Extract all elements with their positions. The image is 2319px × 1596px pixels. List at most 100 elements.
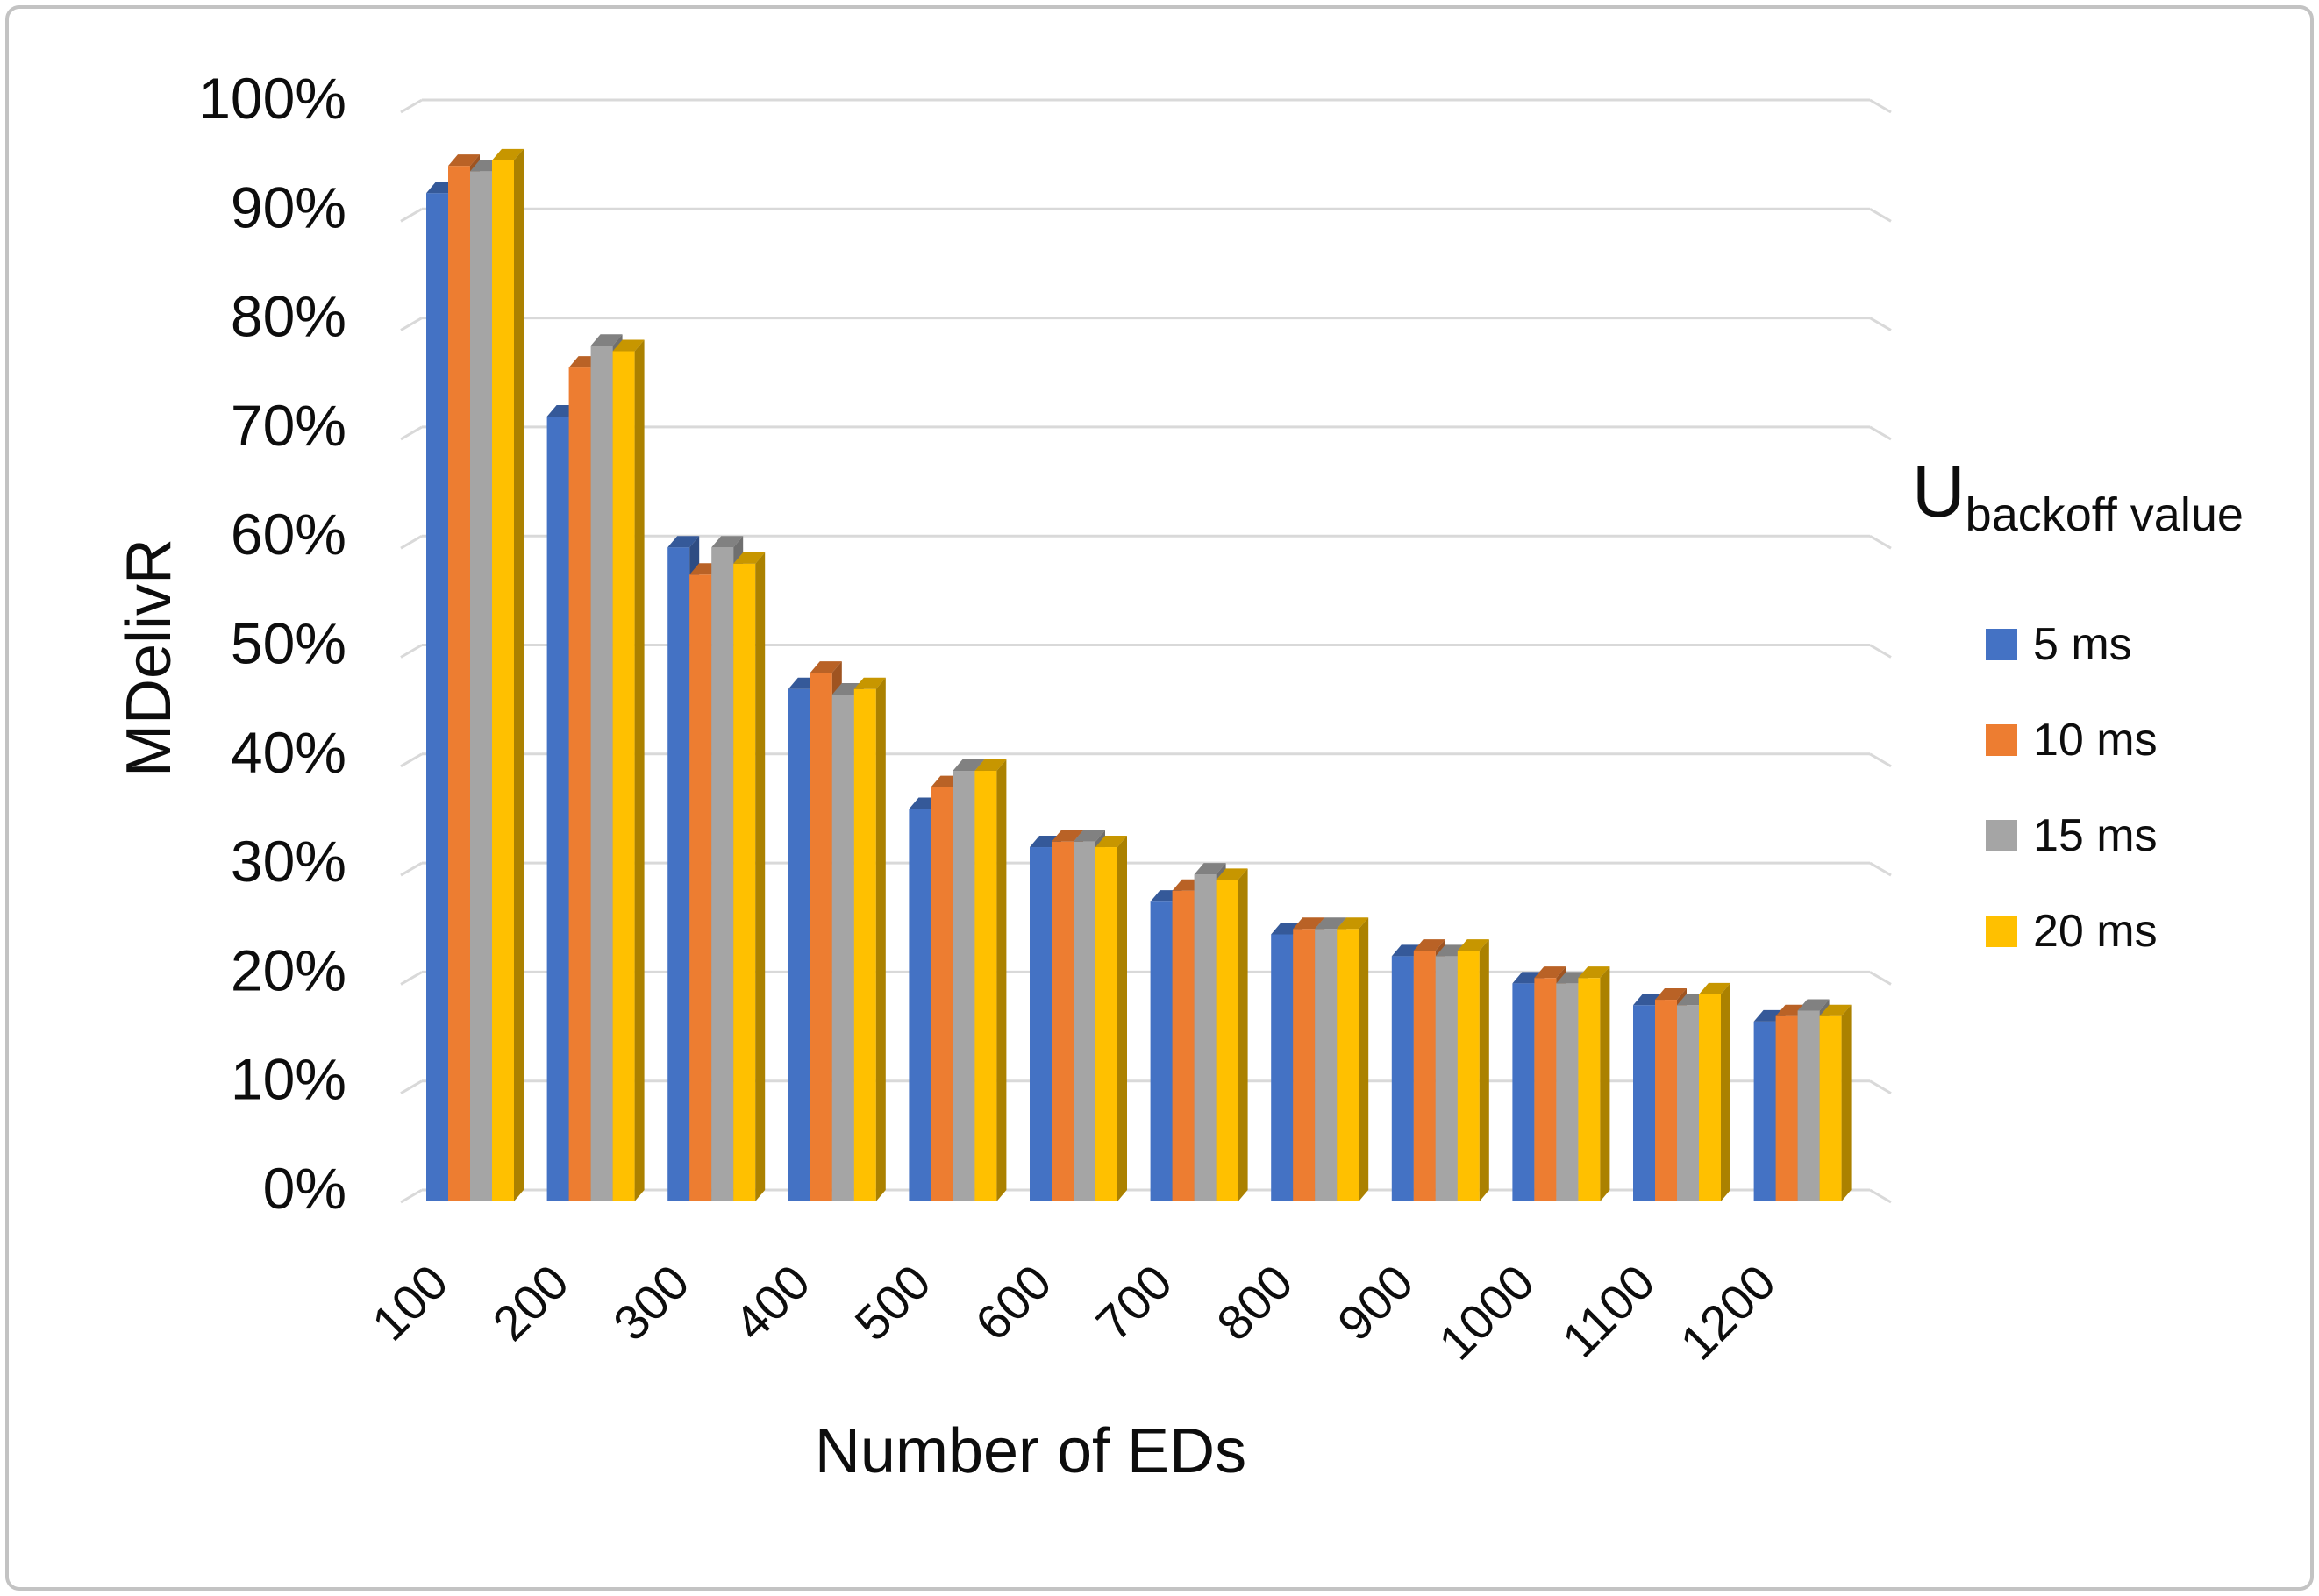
bar-top-face [1819,1004,1852,1016]
bar-100-20ms [492,148,524,1201]
legend-swatch-5ms [1986,629,2017,660]
bar-front-face [974,771,997,1201]
bar-side-face [755,552,766,1201]
bar-front-face [1819,1015,1842,1201]
x-axis-title: Number of EDs [814,1416,1247,1486]
legend-swatch-10ms [1986,724,2017,756]
y-axis-tick-right [1869,317,1892,331]
y-axis-tick [400,98,423,114]
y-tick-label: 40% [231,720,346,785]
bar-front-face [1194,874,1217,1201]
y-axis-tick [400,752,423,768]
x-tick-label: 300 [603,1254,700,1351]
legend-item-15ms: 15 ms [1986,809,2158,862]
bar-top-face [711,536,744,548]
bar-side-face [1600,966,1610,1201]
bar-front-face [1435,956,1458,1201]
y-tick-label: 90% [231,175,346,239]
bar-side-face [1238,868,1248,1201]
bar-front-face [1413,951,1436,1201]
bar-900-20ms [1457,939,1489,1201]
legend-swatch-20ms [1986,916,2017,947]
bar-front-face [1534,978,1557,1201]
bar-front-face [1172,890,1195,1201]
bar-side-face [634,339,645,1202]
bar-front-face [909,809,931,1201]
bar-front-face [568,367,591,1202]
legend-label: 20 ms [2033,906,2158,957]
bar-600-20ms [1095,836,1127,1201]
bar-top-face [1797,999,1830,1011]
bar-front-face [931,787,953,1201]
bar-top-face [733,552,766,564]
bar-front-face [1337,929,1359,1201]
bar-top-face [810,661,842,673]
bar-front-face [733,563,756,1201]
y-tick-label: 60% [231,502,346,566]
bar-400-20ms [853,677,886,1201]
y-axis-tick [400,317,423,331]
bar-front-face [1216,880,1238,1201]
bar-side-face [1359,917,1369,1201]
y-axis-tick [400,971,423,986]
legend-title-main: U [1912,450,1966,532]
bar-front-face [711,547,734,1201]
bar-top-face [1413,939,1445,951]
legend-swatch-15ms [1986,820,2017,851]
y-axis-tick-right [1869,208,1892,223]
legend-item-20ms: 20 ms [1986,905,2158,958]
bar-1100-20ms [1699,982,1730,1201]
bar-1200-20ms [1819,1004,1852,1201]
bar-top-face [1095,836,1127,848]
y-axis-tick-right [1869,534,1892,550]
bar-side-face [996,759,1007,1201]
bar-front-face [689,574,712,1201]
bar-top-face [953,759,985,772]
x-tick-label: 200 [482,1254,579,1351]
bar-top-face [1194,863,1226,875]
x-tick-label: 1100 [1552,1254,1666,1368]
bar-front-face [1391,956,1414,1201]
bar-front-face [1699,994,1721,1201]
bar-800-20ms [1337,917,1369,1201]
y-axis-tick-right [1869,425,1892,441]
legend-label: 5 ms [2033,619,2132,670]
x-tick-label: 700 [1085,1254,1182,1351]
bar-front-face [1677,1005,1699,1201]
bar-side-face [1841,1004,1852,1201]
bar-front-face [1030,847,1052,1201]
bar-top-face [1293,917,1325,930]
bar-side-face [1117,836,1127,1201]
y-axis-tick [400,425,423,441]
y-tick-label: 50% [231,611,346,676]
bar-front-face [810,673,832,1201]
x-tick-label: 500 [844,1254,941,1351]
bar-front-face [1271,934,1294,1201]
bar-top-face [667,536,700,548]
bar-front-face [1578,978,1601,1201]
y-axis-tick-right [1869,971,1892,986]
x-tick-label: 900 [1327,1254,1424,1351]
bar-300-20ms [733,552,766,1201]
y-axis-tick-right [1869,644,1892,659]
y-axis-tick [400,644,423,659]
legend-item-5ms: 5 ms [1986,618,2132,671]
bar-front-face [612,351,635,1202]
bar-front-face [1775,1015,1798,1201]
bar-front-face [492,160,514,1201]
bar-front-face [788,688,810,1201]
bar-top-face [853,677,886,689]
bar-top-face [1074,830,1105,842]
y-axis-tick [400,208,423,223]
bar-front-face [448,166,470,1201]
y-axis-title: MDelivR [114,538,184,778]
bar-top-face [1699,982,1730,994]
y-axis-tick [400,534,423,550]
bar-front-face [831,695,854,1201]
y-tick-label: 10% [231,1047,346,1112]
bar-top-face [1655,988,1687,1001]
bar-front-face [853,688,876,1201]
bar-1000-20ms [1578,966,1610,1201]
bar-front-face [1150,901,1173,1201]
x-tick-label: 400 [724,1254,821,1351]
